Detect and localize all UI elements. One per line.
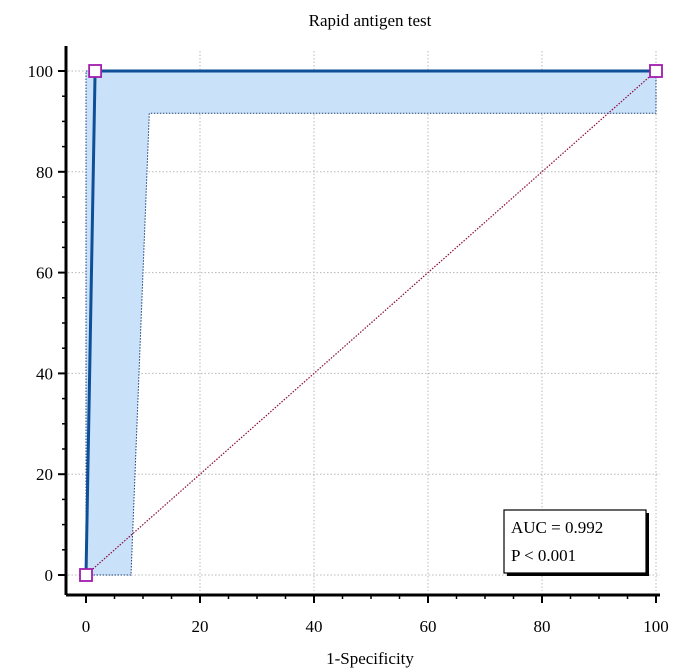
chart-title: Rapid antigen test xyxy=(309,11,432,30)
reference-diagonal-line xyxy=(85,70,657,576)
y-tick-label: 60 xyxy=(36,264,53,283)
auc-value-text: AUC = 0.992 xyxy=(511,518,603,537)
roc-markers xyxy=(79,64,663,582)
y-tick-label: 0 xyxy=(45,566,54,585)
x-tick-label: 20 xyxy=(192,617,209,636)
confidence-band xyxy=(85,70,657,576)
annotation-frame xyxy=(503,509,647,574)
y-tick-label: 80 xyxy=(36,163,53,182)
tick-labels: 0 20 40 60 80 100 0 20 40 60 80 100 xyxy=(28,62,669,636)
y-tick-label: 20 xyxy=(36,465,53,484)
x-tick-label: 100 xyxy=(643,617,669,636)
x-tick-label: 40 xyxy=(306,617,323,636)
x-tick-label: 80 xyxy=(534,617,551,636)
x-axis-label: 1-Specificity xyxy=(326,649,414,668)
roc-point-marker xyxy=(88,64,103,78)
y-tick-label: 40 xyxy=(36,364,53,383)
annotation-shadow-bottom xyxy=(507,573,649,576)
auc-annotation-box: AUC = 0.992 P < 0.001 xyxy=(503,509,649,576)
p-value-text: P < 0.001 xyxy=(511,546,576,565)
x-tick-label: 0 xyxy=(82,617,91,636)
x-tick-label: 60 xyxy=(420,617,437,636)
annotation-shadow-right xyxy=(646,513,649,576)
roc-point-marker xyxy=(79,568,93,582)
y-tick-label: 100 xyxy=(28,62,54,81)
axes xyxy=(58,46,660,603)
roc-point-marker xyxy=(649,64,663,78)
